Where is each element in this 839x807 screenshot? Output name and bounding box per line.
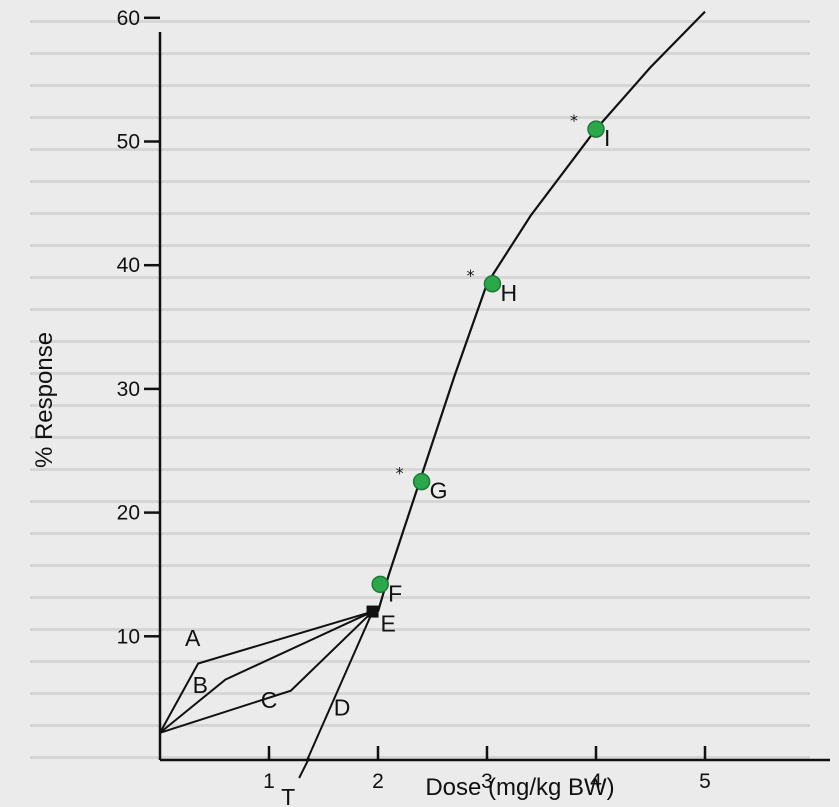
ray-label: D <box>334 694 351 720</box>
background-texture-line <box>30 180 810 183</box>
background-texture-line <box>30 116 810 119</box>
background-texture-line <box>30 628 810 631</box>
x-tick-label: 3 <box>481 770 493 793</box>
y-tick-label: 30 <box>117 378 140 401</box>
background-texture-line <box>30 660 810 663</box>
y-tick-label: 40 <box>117 254 140 277</box>
ray-label: C <box>261 687 278 713</box>
ray-lines: AB C D T E <box>159 605 396 807</box>
significance-asterisk: * <box>570 111 578 130</box>
y-tick-label: 50 <box>117 131 140 154</box>
background-texture-line <box>30 532 810 535</box>
ray-d <box>306 611 374 761</box>
point-i-label: I <box>604 125 610 151</box>
y-tick-label: 20 <box>117 502 140 525</box>
response-line <box>376 10 706 612</box>
marker-t-tick <box>298 757 311 779</box>
ray-label: B <box>193 672 208 698</box>
background-texture-line <box>30 436 810 439</box>
axis-ticks: 10 20 30 40 50 60 1 2 3 4 5 <box>117 7 711 793</box>
point-f-marker <box>371 575 389 594</box>
background-texture-line <box>30 148 810 151</box>
x-tick-label: 1 <box>263 770 275 793</box>
ray-b <box>159 610 373 734</box>
x-tick-label: 5 <box>699 770 711 793</box>
point-f-label: F <box>388 580 402 606</box>
point-g-marker <box>412 472 431 491</box>
ray-a <box>159 610 373 734</box>
response-curve <box>376 10 706 612</box>
background-texture-line <box>30 84 810 87</box>
background-texture-line <box>30 372 810 375</box>
background-texture-line <box>30 564 810 567</box>
point-g-label: G <box>430 478 448 504</box>
y-tick-label: 10 <box>117 625 140 648</box>
y-tick-label: 60 <box>117 7 140 30</box>
y-axis-title: % Response <box>31 332 58 468</box>
background-texture-line <box>30 468 810 471</box>
x-tick-label: 4 <box>590 770 602 793</box>
significance-asterisk: * <box>396 464 404 483</box>
background-texture-line <box>30 212 810 215</box>
x-axis-title: Dose (mg/kg BW) <box>425 774 614 801</box>
background-texture-line <box>30 308 810 311</box>
background-texture-line <box>30 756 810 759</box>
background-texture-line <box>30 20 810 23</box>
background-texture-line <box>30 500 810 503</box>
x-tick-label: 2 <box>372 770 384 793</box>
background-texture-line <box>30 692 810 695</box>
marker-t-label: T <box>281 784 295 807</box>
background-texture <box>30 20 810 759</box>
data-points: F G * H * I * <box>371 111 610 606</box>
ray-label: A <box>185 625 201 651</box>
background-texture-line <box>30 404 810 407</box>
background-texture-line <box>30 596 810 599</box>
ray-c <box>159 610 374 734</box>
significance-asterisk: * <box>466 266 474 285</box>
background-texture-line <box>30 244 810 247</box>
background-texture-line <box>30 276 810 279</box>
background-texture-line <box>30 52 810 55</box>
point-h-label: H <box>500 280 517 306</box>
point-e-marker <box>366 605 379 618</box>
point-i-marker <box>587 120 605 138</box>
point-e-label: E <box>381 611 396 637</box>
point-h-marker <box>483 275 502 293</box>
background-texture-line <box>30 724 810 727</box>
background-texture-line <box>30 340 810 343</box>
